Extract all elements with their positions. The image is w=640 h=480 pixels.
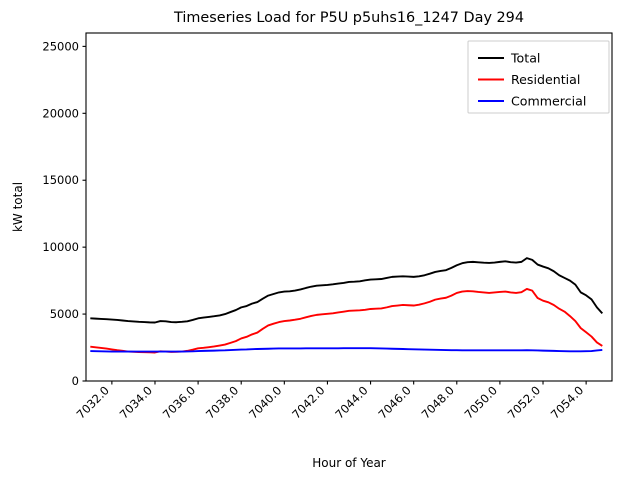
x-tick-label: 7034.0 (117, 383, 155, 421)
legend-label-total: Total (510, 51, 540, 66)
y-tick-label: 15000 (42, 173, 79, 187)
x-tick-label: 7050.0 (462, 383, 500, 421)
legend-label-commercial: Commercial (511, 94, 586, 109)
x-tick-label: 7036.0 (160, 383, 198, 421)
y-axis-ticks: 0 5000 10000 15000 20000 25000 (42, 39, 86, 388)
y-axis-label: kW total (11, 182, 25, 232)
x-tick-label: 7048.0 (419, 383, 457, 421)
y-tick-label: 5000 (50, 307, 79, 321)
y-tick-label: 20000 (42, 106, 79, 120)
axes-spines (85, 32, 613, 382)
data-series-group (90, 257, 604, 354)
x-tick-label: 7040.0 (246, 383, 284, 421)
x-tick-label: 7054.0 (548, 383, 586, 421)
x-tick-label: 7044.0 (332, 383, 370, 421)
series-line-commercial (90, 347, 603, 353)
x-axis-label: Hour of Year (312, 456, 386, 470)
x-tick-label: 7046.0 (375, 383, 413, 421)
series-line-total (90, 257, 604, 324)
y-tick-label: 25000 (42, 39, 79, 53)
y-tick-label: 0 (72, 374, 79, 388)
legend-frame (467, 40, 610, 114)
x-tick-label: 7032.0 (74, 383, 112, 421)
x-tick-label: 7042.0 (289, 383, 327, 421)
chart-legend[interactable]: Total Residential Commercial (467, 40, 610, 114)
chart-title: Timeseries Load for P5U p5uhs16_1247 Day… (173, 10, 524, 26)
x-tick-label: 7038.0 (203, 383, 241, 421)
legend-label-residential: Residential (511, 72, 580, 87)
y-tick-label: 10000 (42, 240, 79, 254)
legend-items: Total Residential Commercial (478, 51, 586, 109)
x-axis-ticks: 7032.0 7034.0 7036.0 7038.0 7040.0 7042.0 7044… (74, 381, 587, 422)
x-tick-label: 7052.0 (505, 383, 543, 421)
